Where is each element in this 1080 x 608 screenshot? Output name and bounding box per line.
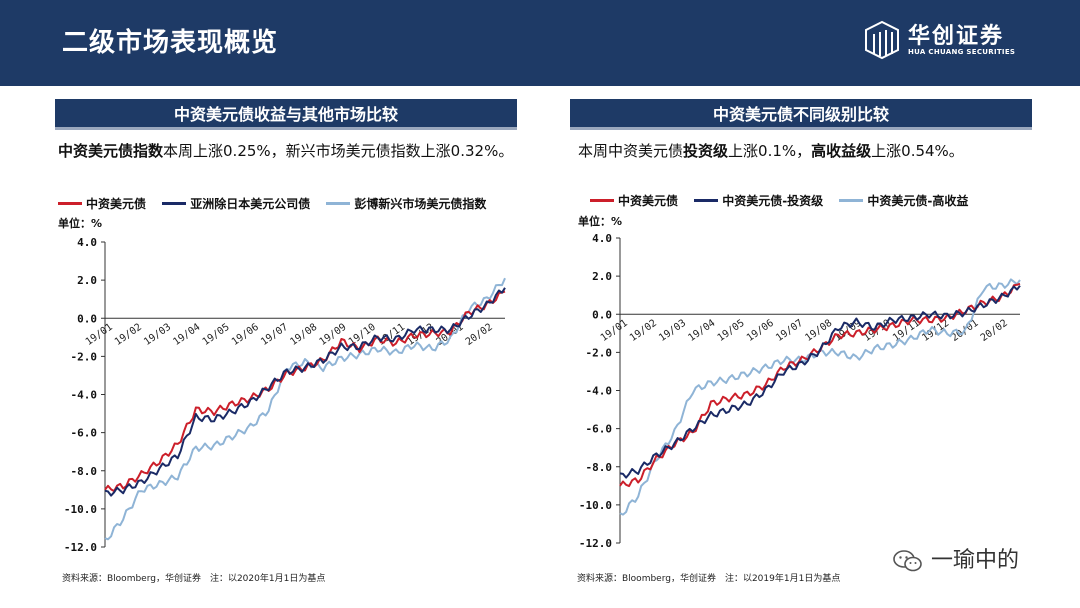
- right-desc-bold-hy: 高收益级: [811, 142, 872, 160]
- y-tick-label: -12.0: [579, 537, 612, 550]
- y-tick-label: 2.0: [77, 274, 97, 287]
- y-tick-label: -8.0: [71, 465, 98, 478]
- header-bar: 二级市场表现概览 华创证券 HUA CHUANG SECURITIES: [0, 0, 1080, 86]
- y-tick-label: -4.0: [71, 389, 98, 402]
- x-tick-label: 19/01: [599, 318, 630, 344]
- series-line-asia-ex-japan: [619, 285, 1021, 479]
- right-desc-mid: 上涨0.1%，: [728, 142, 812, 160]
- y-tick-label: -10.0: [64, 503, 97, 516]
- legend-item: 中资美元债: [58, 195, 146, 212]
- company-logo: 华创证券 HUA CHUANG SECURITIES: [862, 18, 1032, 64]
- y-tick-label: -6.0: [71, 427, 98, 440]
- left-chart-legend: 中资美元债 亚洲除日本美元公司债 彭博新兴市场美元债指数: [58, 195, 498, 212]
- y-tick-label: -4.0: [586, 385, 613, 398]
- x-tick-label: 19/05: [716, 318, 747, 344]
- legend-swatch-lightblue: [839, 199, 864, 202]
- legend-label: 亚洲除日本美元公司债: [190, 197, 311, 211]
- x-tick-label: 19/04: [686, 318, 717, 344]
- right-chart-legend: 中资美元债 中资美元债-投资级 中资美元债-高收益: [590, 192, 980, 209]
- logo-cube-icon: [865, 20, 899, 60]
- y-tick-label: -12.0: [64, 541, 97, 554]
- right-desc-pre: 本周中资美元债: [578, 142, 684, 160]
- legend-label: 彭博新兴市场美元债指数: [354, 197, 487, 211]
- y-tick-label: 0.0: [592, 308, 612, 321]
- left-desc-text: 本周上涨0.25%，新兴市场美元债指数上涨0.32%。: [163, 142, 514, 160]
- y-tick-label: 0.0: [77, 312, 97, 325]
- legend-label: 中资美元债: [618, 194, 679, 208]
- x-tick-label: 19/06: [745, 318, 776, 344]
- x-tick-label: 19/04: [171, 322, 202, 348]
- left-chart-unit: 单位：%: [58, 217, 103, 230]
- legend-swatch-navy: [162, 202, 187, 205]
- legend-label: 中资美元债: [86, 197, 147, 211]
- left-source-note: 资料来源：Bloomberg，华创证券 注：以2020年1月1日为基点: [62, 574, 326, 584]
- logo-text-cn: 华创证券: [908, 24, 1005, 49]
- logo-text-en: HUA CHUANG SECURITIES: [908, 48, 1016, 56]
- left-panel-heading-shadow: [55, 127, 517, 130]
- y-tick-label: 2.0: [592, 270, 612, 283]
- legend-item: 中资美元债-投资级: [694, 192, 823, 209]
- x-tick-label: 19/01: [84, 322, 115, 348]
- series-line-china-usd: [104, 290, 506, 493]
- right-line-chart: 4.0 2.0 0.0 -2.0 -4.0 -6.0 -8.0 -10.0 -12.0 19/01…: [579, 232, 1021, 550]
- y-tick-label: -6.0: [586, 423, 613, 436]
- legend-item: 中资美元债: [590, 192, 678, 209]
- legend-item: 亚洲除日本美元公司债: [162, 195, 310, 212]
- legend-swatch-lightblue: [326, 202, 351, 205]
- x-tick-label: 19/08: [288, 322, 319, 348]
- x-tick-label: 19/09: [318, 322, 349, 348]
- x-tick-label: 19/02: [628, 318, 659, 344]
- y-tick-label: -10.0: [579, 499, 612, 512]
- y-tick-label: -2.0: [71, 350, 98, 363]
- x-tick-label: 20/02: [979, 318, 1010, 344]
- left-line-chart: 4.0 2.0 0.0 -2.0 -4.0 -6.0 -8.0 -10.0 -12.0 19/01…: [64, 236, 506, 554]
- y-tick-label: -2.0: [586, 346, 613, 359]
- right-source-note: 资料来源：Bloomberg，华创证券 注：以2019年1月1日为基点: [577, 574, 841, 584]
- legend-swatch-navy: [694, 199, 719, 202]
- legend-item: 中资美元债-高收益: [839, 192, 968, 209]
- y-tick-label: 4.0: [77, 236, 97, 249]
- x-tick-label: 19/07: [259, 322, 290, 348]
- y-tick-label: -8.0: [586, 461, 613, 474]
- right-chart-unit: 单位：%: [578, 215, 623, 228]
- x-tick-label: 19/05: [201, 322, 232, 348]
- right-panel-heading: 中资美元债不同级别比较: [570, 99, 1032, 130]
- y-tick-label: 4.0: [592, 232, 612, 245]
- series-line-asia-ex-japan: [104, 287, 506, 497]
- legend-swatch-red: [590, 199, 614, 202]
- x-tick-label: 19/03: [142, 322, 173, 348]
- right-desc-post: 上涨0.54%。: [871, 142, 964, 160]
- legend-item: 彭博新兴市场美元债指数: [326, 195, 486, 212]
- right-desc-bold-ig: 投资级: [683, 142, 729, 160]
- x-tick-label: 19/02: [113, 322, 144, 348]
- x-tick-label: 19/07: [774, 318, 805, 344]
- left-desc-bold: 中资美元债指数: [58, 142, 164, 160]
- legend-label: 中资美元债-高收益: [867, 194, 969, 208]
- page-title: 二级市场表现概览: [62, 28, 279, 58]
- x-tick-label: 19/06: [230, 322, 261, 348]
- left-panel-heading: 中资美元债收益与其他市场比较: [55, 99, 517, 130]
- series-line-em-usd: [104, 277, 506, 541]
- x-tick-label: 20/02: [464, 322, 495, 348]
- x-tick-label: 19/03: [657, 318, 688, 344]
- right-panel-description: 本周中资美元债投资级上涨0.1%，高收益级上涨0.54%。: [578, 140, 1028, 162]
- wechat-icon: [893, 550, 922, 572]
- legend-swatch-red: [58, 202, 82, 205]
- left-panel-description: 中资美元债指数本周上涨0.25%，新兴市场美元债指数上涨0.32%。: [58, 140, 516, 162]
- right-panel-heading-shadow: [570, 127, 1032, 130]
- watermark: 一瑜中的: [893, 542, 1019, 574]
- watermark-text: 一瑜中的: [931, 548, 1020, 573]
- legend-label: 中资美元债-投资级: [722, 194, 824, 208]
